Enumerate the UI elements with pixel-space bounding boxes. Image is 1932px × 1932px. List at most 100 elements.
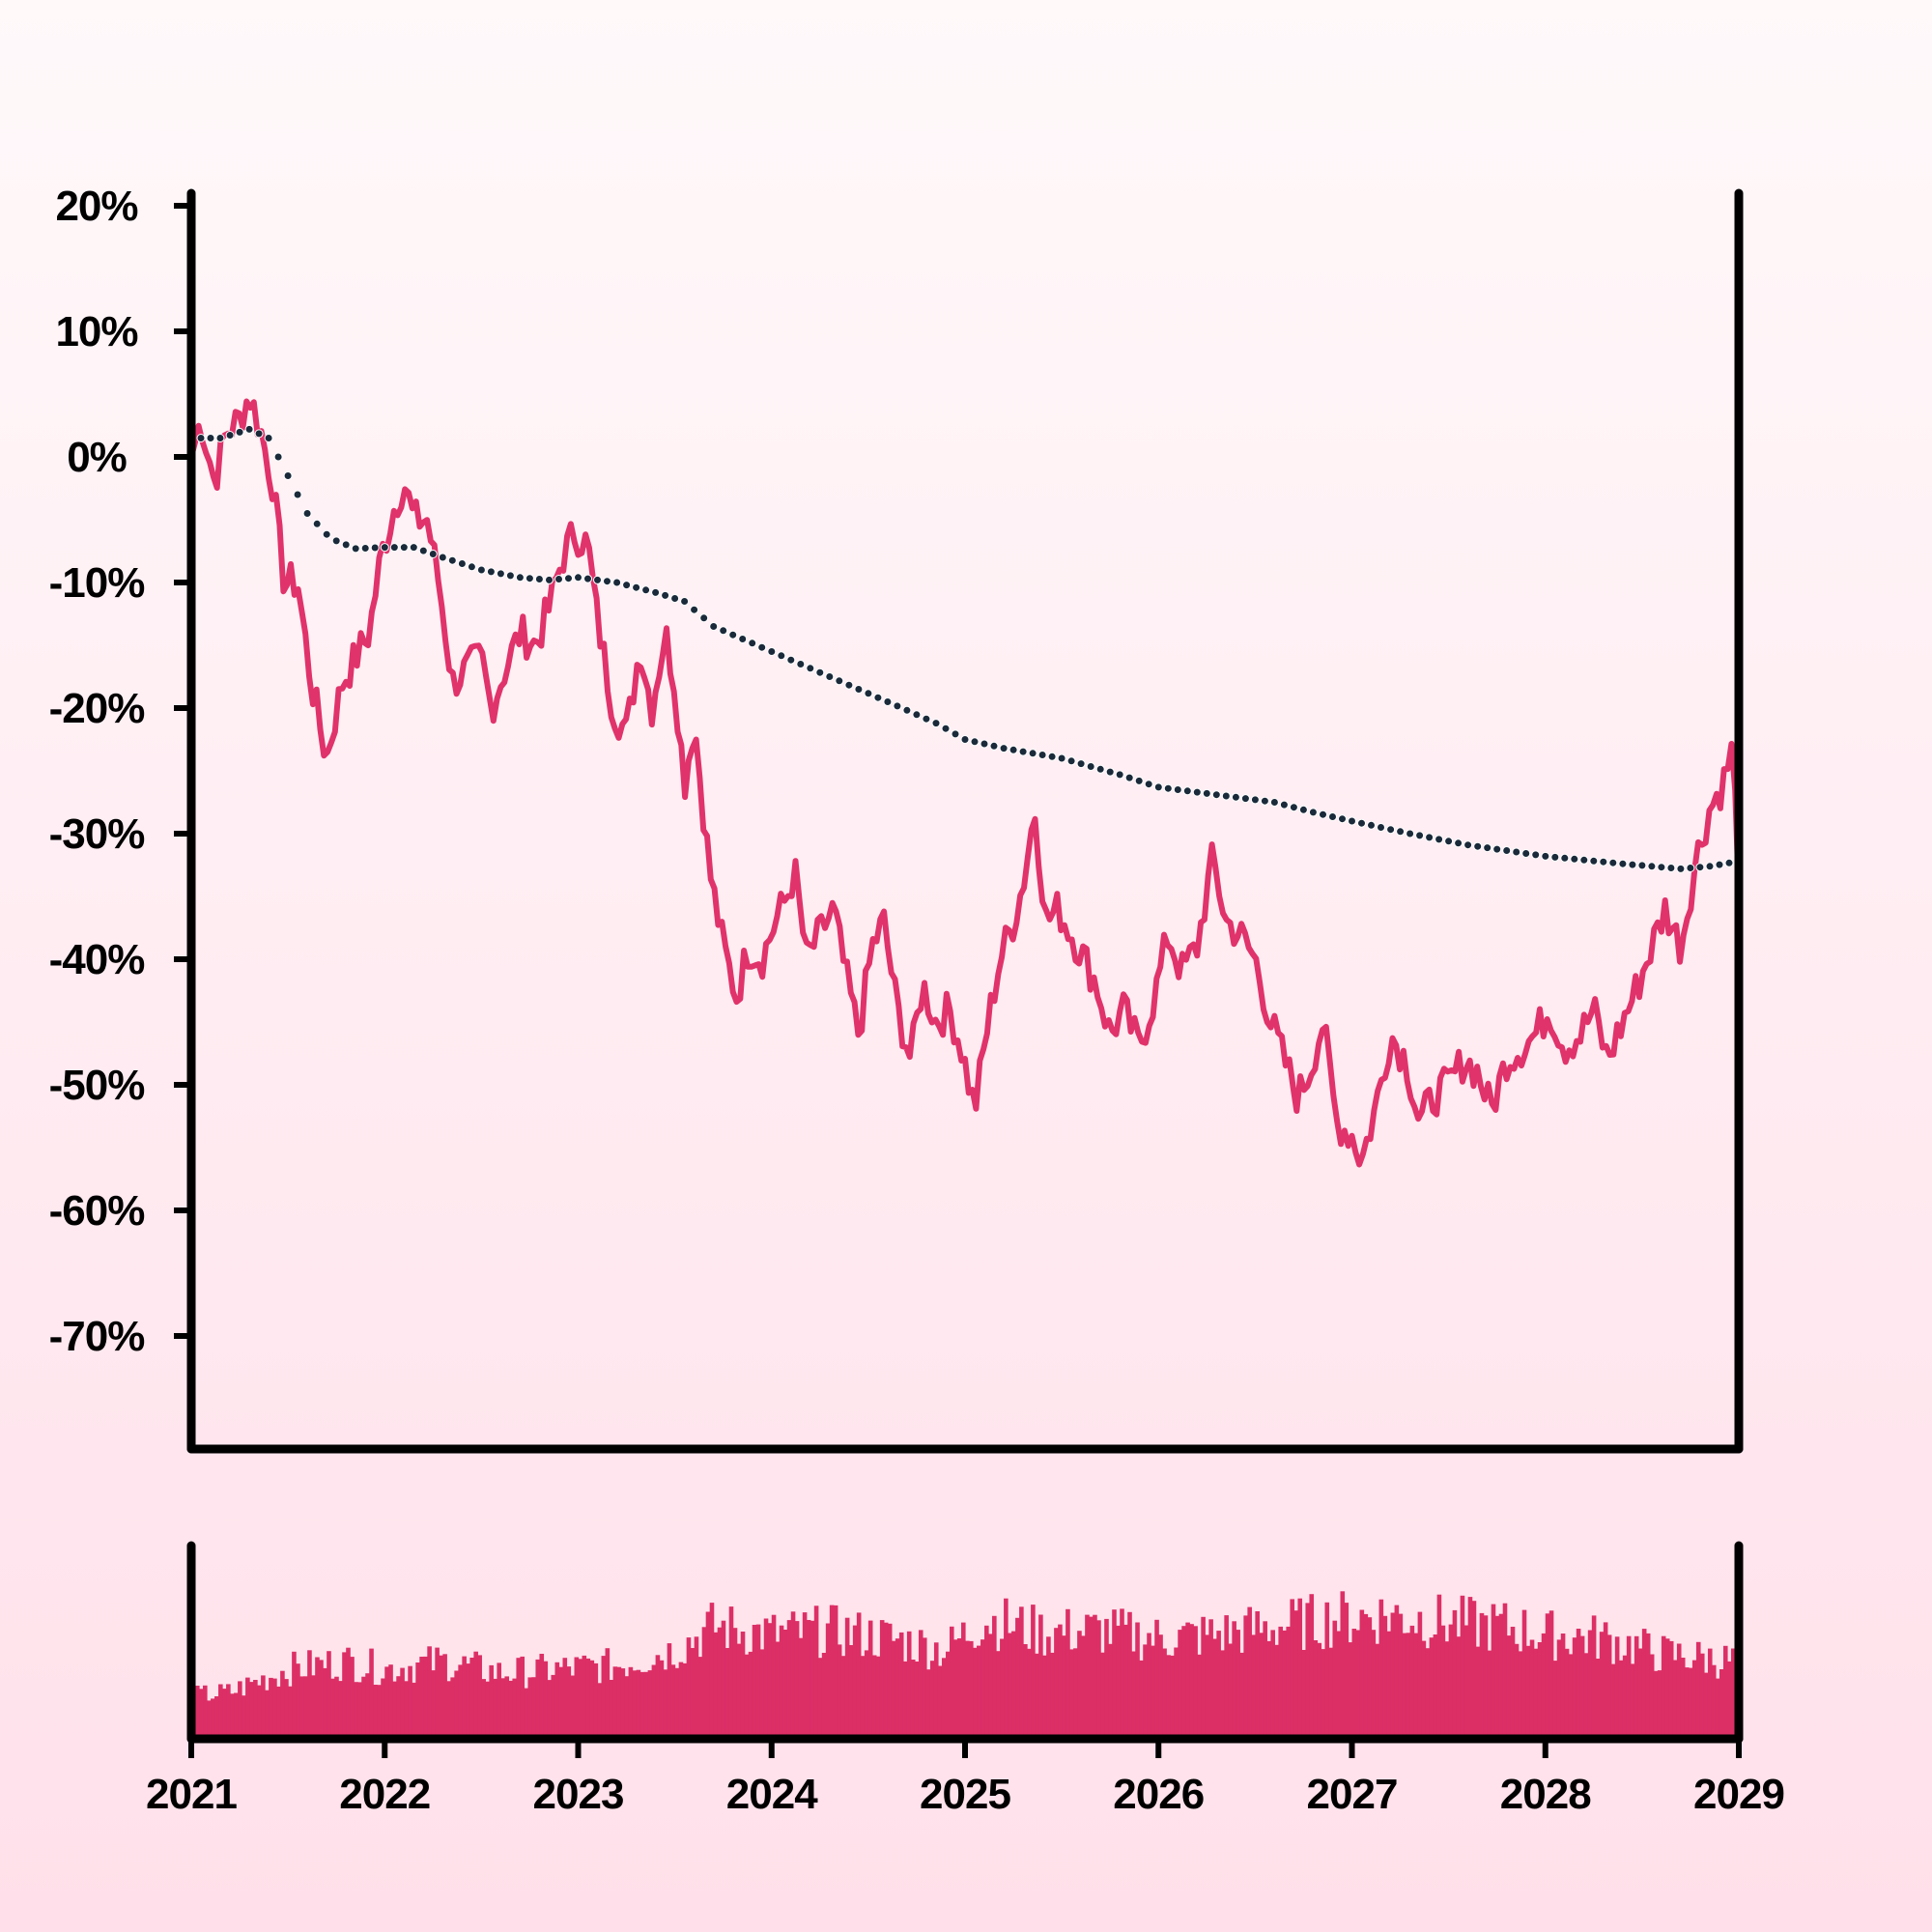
- trend-point: [835, 676, 844, 686]
- volume-bar: [319, 1660, 324, 1739]
- volume-bar: [709, 1603, 715, 1739]
- trend-point: [206, 434, 215, 442]
- trend-point: [1124, 773, 1134, 782]
- volume-bar: [1409, 1625, 1415, 1739]
- trend-point: [1211, 790, 1221, 800]
- volume-bar: [933, 1642, 939, 1739]
- volume-bar: [945, 1651, 951, 1739]
- trend-point: [1463, 840, 1473, 850]
- trend-point: [1473, 841, 1483, 851]
- volume-bar: [956, 1638, 962, 1739]
- trend-point: [622, 581, 632, 590]
- trend-point: [225, 431, 235, 440]
- trend-point: [641, 585, 651, 595]
- y-tick-label: 10%: [55, 308, 137, 355]
- volume-bar: [732, 1628, 738, 1739]
- volume-bar: [701, 1627, 707, 1739]
- volume-bar: [1676, 1643, 1682, 1739]
- trend-point: [661, 590, 670, 600]
- volume-bar: [462, 1656, 467, 1739]
- volume-bar: [1050, 1652, 1055, 1739]
- trend-point: [1047, 752, 1057, 761]
- volume-bar: [547, 1680, 553, 1739]
- trend-point: [1240, 794, 1250, 804]
- volume-bar: [1290, 1599, 1295, 1739]
- volume-bar: [1545, 1613, 1550, 1739]
- volume-bar: [697, 1657, 703, 1739]
- volume-bar: [338, 1681, 343, 1739]
- trend-point: [632, 582, 641, 592]
- trend-point: [1348, 816, 1356, 826]
- x-axis-ticks: 2021 2022 2023 2024 2025 2026 2027 2028 2029: [146, 1739, 1785, 1818]
- trend-point: [583, 574, 592, 583]
- trend-point: [1260, 796, 1269, 806]
- volume-bar: [1661, 1635, 1666, 1739]
- trend-point: [922, 714, 931, 724]
- trend-point: [293, 490, 302, 499]
- volume-bar: [265, 1690, 270, 1739]
- volume-bar: [299, 1676, 304, 1739]
- volume-bar: [1649, 1654, 1655, 1739]
- trend-point: [951, 729, 960, 739]
- volume-bar: [485, 1681, 490, 1739]
- volume-bar: [408, 1665, 412, 1739]
- volume-bar: [1255, 1611, 1260, 1739]
- volume-bar: [1394, 1605, 1400, 1739]
- trend-point: [1057, 753, 1066, 763]
- trend-point: [902, 705, 912, 715]
- trend-point: [1541, 851, 1550, 861]
- volume-bar: [466, 1663, 470, 1739]
- trend-point: [864, 689, 873, 698]
- volume-bar: [891, 1640, 896, 1739]
- volume-bar: [1116, 1625, 1121, 1739]
- volume-bar: [1008, 1633, 1012, 1739]
- y-axis-ticks: 20% 10% 0% -10% -20% -30% -40% -50% -60% -70%: [49, 183, 191, 1360]
- volume-bar: [1695, 1641, 1701, 1739]
- volume-bar: [388, 1664, 393, 1739]
- y-tick-label: -20%: [49, 685, 145, 732]
- volume-bar: [1413, 1633, 1419, 1739]
- volume-bar: [1471, 1601, 1477, 1739]
- trend-point: [612, 578, 622, 587]
- trend-point: [1308, 808, 1318, 817]
- volume-bar: [1023, 1644, 1028, 1739]
- volume-bar: [249, 1682, 254, 1739]
- volume-bar: [1321, 1649, 1326, 1739]
- x-tick-label: 2027: [1307, 1771, 1398, 1818]
- trend-point: [341, 540, 351, 550]
- volume-bar: [354, 1682, 358, 1739]
- volume-bar: [798, 1637, 804, 1739]
- volume-bar: [1158, 1634, 1163, 1739]
- trend-point: [1028, 749, 1037, 758]
- trend-point: [1202, 788, 1211, 798]
- volume-bar: [1448, 1624, 1454, 1739]
- volume-bar: [1112, 1609, 1117, 1739]
- volume-bar: [941, 1658, 947, 1739]
- trend-point: [1221, 791, 1231, 801]
- volume-bar: [597, 1683, 603, 1739]
- trend-point: [283, 471, 293, 480]
- volume-bar: [307, 1650, 312, 1739]
- trend-point: [1231, 792, 1240, 802]
- volume-bar: [427, 1646, 432, 1739]
- trend-point: [1686, 864, 1695, 872]
- trend-point: [1705, 862, 1715, 871]
- trend-point: [844, 680, 854, 690]
- volume-bar: [269, 1677, 273, 1739]
- volume-bar: [821, 1653, 827, 1739]
- volume-bar: [1552, 1661, 1558, 1739]
- trend-point: [1279, 800, 1289, 810]
- volume-bar: [296, 1663, 300, 1739]
- trend-point: [1695, 863, 1705, 872]
- volume-bar: [520, 1656, 526, 1739]
- volume-bar: [1089, 1616, 1094, 1739]
- volume-bar: [1309, 1594, 1315, 1739]
- volume-bar: [1452, 1609, 1458, 1739]
- volume-bar: [1548, 1610, 1554, 1739]
- volume-bar: [1131, 1651, 1136, 1739]
- trend-point: [1483, 843, 1492, 853]
- trend-point: [1560, 853, 1570, 863]
- volume-bar: [601, 1656, 607, 1739]
- volume-bar: [1004, 1598, 1009, 1739]
